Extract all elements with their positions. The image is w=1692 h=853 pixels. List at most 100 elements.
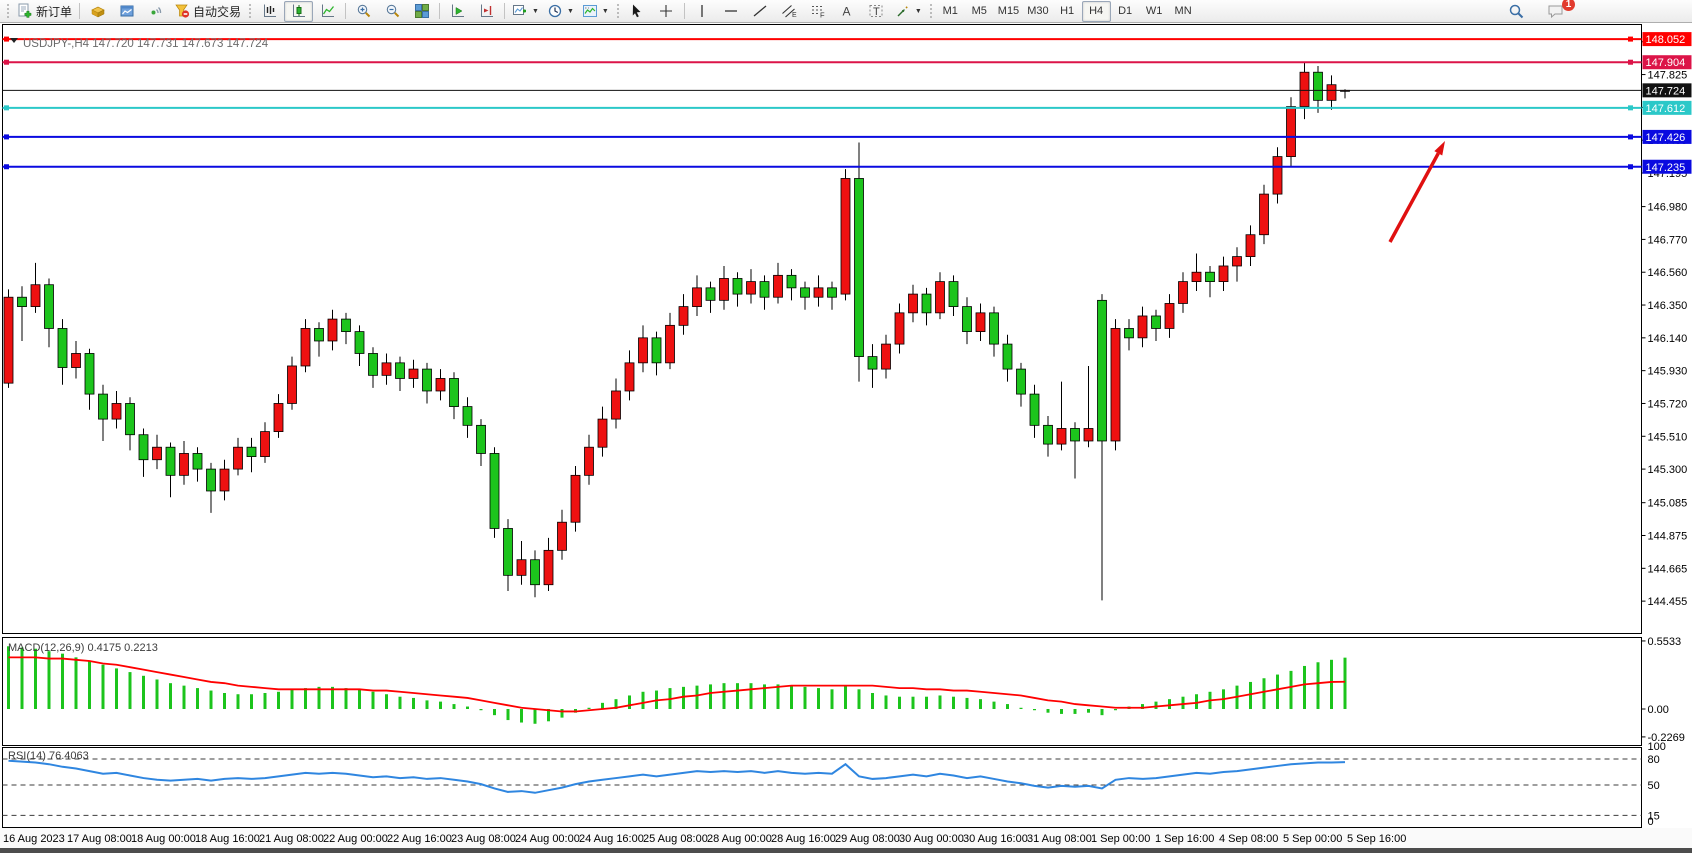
candle-body <box>1218 265 1229 282</box>
chart-bars-button[interactable] <box>255 1 284 22</box>
fibonacci-button[interactable]: F <box>804 1 833 22</box>
candle-body <box>597 418 608 448</box>
horizontal-line-147.426[interactable]: 147.426 <box>2 129 1692 144</box>
time-axis-label: 24 Aug 16:00 <box>579 833 644 845</box>
candle-body <box>530 559 540 586</box>
templates-button[interactable]: ▼ <box>578 1 613 22</box>
candle-body <box>1232 256 1242 267</box>
timeframe-button-d1[interactable]: D1 <box>1111 1 1140 22</box>
candle-body <box>435 378 446 392</box>
notifications-button[interactable]: 1 <box>1541 0 1575 22</box>
time-axis-label: 29 Aug 08:00 <box>835 833 900 845</box>
candle-body <box>584 446 594 476</box>
horizontal-line-button[interactable] <box>717 1 746 22</box>
timeframe-button-mn[interactable]: MN <box>1169 1 1198 22</box>
blue-chart-icon <box>120 5 134 17</box>
timeframe-button-m1[interactable]: M1 <box>936 1 965 22</box>
text-button[interactable]: A <box>833 1 862 22</box>
timeframe-button-m15[interactable]: M15 <box>994 1 1023 22</box>
cursor-button[interactable] <box>623 1 652 22</box>
zoom-out-button[interactable] <box>378 1 407 22</box>
candle-body <box>975 312 986 332</box>
candle-body <box>1313 71 1323 101</box>
chart-profile-button[interactable] <box>112 1 141 22</box>
chevron-down-icon: ▼ <box>566 7 574 15</box>
zoom-in-button[interactable] <box>349 1 378 22</box>
candle-body <box>71 353 81 368</box>
candle-body <box>1191 271 1202 282</box>
time-axis-label: 22 Aug 16:00 <box>387 833 452 845</box>
candle-body <box>314 328 324 342</box>
indicators-button[interactable]: ▼ <box>508 1 543 22</box>
timeframe-label: D1 <box>1118 5 1133 17</box>
timeframe-button-w1[interactable]: W1 <box>1140 1 1169 22</box>
periods-button[interactable]: ▼ <box>543 1 578 22</box>
price-axis-label: 146.140 <box>1648 333 1688 345</box>
rsi-axis-label: 15 <box>1648 810 1660 822</box>
horizontal-line-147.612[interactable]: 147.612 <box>2 100 1692 115</box>
tile-windows-button[interactable] <box>407 1 436 22</box>
arrows-button[interactable]: ▼ <box>891 1 926 22</box>
time-axis-label: 4 Sep 08:00 <box>1219 833 1278 845</box>
candle-body <box>152 446 162 461</box>
time-axis-label: 1 Sep 00:00 <box>1091 833 1150 845</box>
horizontal-line-148.052[interactable]: 148.052 <box>2 32 1692 47</box>
fibonacci-icon: F <box>812 6 825 20</box>
price-axis-label: 147.825 <box>1648 70 1688 82</box>
timeframe-button-m5[interactable]: M5 <box>965 1 994 22</box>
chart-shift-button[interactable] <box>472 1 501 22</box>
autotrade-funnel-icon <box>175 4 190 18</box>
vertical-line-button[interactable] <box>688 1 717 22</box>
candle-body <box>1016 368 1026 395</box>
macd-pane[interactable] <box>2 637 1642 746</box>
main-chart-pane[interactable] <box>2 24 1642 634</box>
trend-arrow-annotation[interactable] <box>1388 141 1445 243</box>
candle-body <box>935 281 945 314</box>
candle-body <box>908 293 918 314</box>
candle-body <box>1137 315 1148 339</box>
time-axis-label: 24 Aug 00:00 <box>515 833 580 845</box>
new-order-button[interactable]: 新订单 <box>13 1 76 22</box>
candle-body <box>341 318 351 332</box>
crosshair-button[interactable] <box>652 1 681 22</box>
candlestick-chart-icon <box>292 4 305 17</box>
price-axis-label: 145.930 <box>1648 366 1688 378</box>
timeframe-button-h4[interactable]: H4 <box>1081 0 1111 22</box>
autotrade-button[interactable]: 自动交易 <box>170 1 245 22</box>
horizontal-line-147.235[interactable]: 147.235 <box>2 159 1692 174</box>
time-axis-area <box>0 828 1692 848</box>
chart-candles-button[interactable] <box>284 0 314 22</box>
chart-canvas[interactable]: 148.035147.825147.615147.405147.195146.9… <box>0 23 1692 853</box>
svg-text:F: F <box>820 11 825 20</box>
timeframe-button-h1[interactable]: H1 <box>1053 1 1082 22</box>
search-button[interactable] <box>1502 1 1531 22</box>
market-button[interactable] <box>83 1 112 22</box>
text-label-icon: T <box>869 5 883 18</box>
candle-body <box>125 403 135 436</box>
horizontal-line-147.904[interactable]: 147.904 <box>2 55 1692 70</box>
channel-button[interactable]: E <box>775 1 804 22</box>
price-line-badge <box>1642 55 1692 70</box>
rsi-pane[interactable] <box>2 747 1642 828</box>
trendline-button[interactable] <box>746 1 775 22</box>
price-line-badge-label: 148.052 <box>1646 34 1686 46</box>
price-line-badge-label: 147.724 <box>1646 85 1686 97</box>
macd-label: MACD(12,26,9) 0.4175 0.2213 <box>8 642 158 654</box>
time-axis-label: 30 Aug 16:00 <box>963 833 1028 845</box>
time-axis: 16 Aug 2023 17 Aug 08:00 18 Aug 00:00 18 Au… <box>3 833 1406 845</box>
horizontal-line-147.724[interactable]: 147.724 <box>2 83 1692 98</box>
chevron-down-icon: ▼ <box>532 7 539 15</box>
candle-body <box>624 362 635 392</box>
timeframe-button-m30[interactable]: M30 <box>1023 1 1052 22</box>
price-axis-label: 144.665 <box>1648 563 1688 575</box>
auto-scroll-button[interactable] <box>443 1 472 22</box>
label-button[interactable]: T <box>862 1 891 22</box>
signals-button[interactable] <box>141 1 170 22</box>
chart-line-button[interactable] <box>313 1 342 22</box>
candle-body <box>179 453 189 476</box>
candle-body <box>1110 328 1121 442</box>
add-indicator-icon <box>513 5 527 15</box>
separator <box>504 3 506 19</box>
candle-body <box>395 362 405 379</box>
